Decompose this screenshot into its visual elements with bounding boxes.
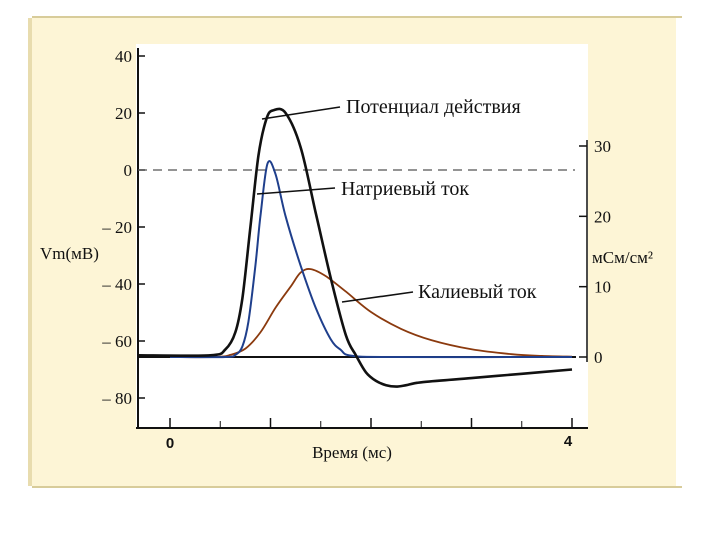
right-axis-tick-label: 10: [594, 278, 611, 297]
slide-bottom-rule: [32, 486, 682, 488]
callout-group: [256, 106, 414, 303]
left-axis-tick-label: – 80: [101, 389, 132, 408]
annotation-potassium-current: Калиевый ток: [418, 281, 537, 303]
series-group: [137, 107, 573, 388]
callout-line-sodium-current: [256, 187, 336, 195]
left-axis-tick-label: – 60: [101, 332, 132, 351]
right-axis-tick-label: 20: [594, 207, 611, 226]
x-axis-tick-label: 4: [564, 433, 573, 450]
left-axis-tick-label: 20: [115, 104, 132, 123]
left-axis-tick-label: – 20: [101, 218, 132, 237]
annotation-action-potential: Потенциал действия: [346, 96, 521, 118]
left-axis-tick-label: 40: [115, 47, 132, 66]
annotation-sodium-current: Натриевый ток: [341, 178, 469, 200]
sodium-current-line: [169, 160, 573, 359]
x-axis-label: Время (мс): [312, 443, 392, 462]
potassium-current-line: [169, 268, 573, 359]
action-potential-line: [137, 107, 573, 388]
slide-top-rule: [32, 16, 682, 18]
right-axis-tick-label: 0: [594, 348, 603, 367]
callout-line-potassium-current: [341, 291, 414, 303]
slide-side-accent: [28, 18, 32, 486]
left-axis-tick-label: – 40: [101, 275, 132, 294]
x-axis-tick-label: 0: [166, 435, 174, 452]
right-axis-label: мСм/см²: [592, 248, 653, 267]
callout-line-action-potential: [261, 106, 341, 120]
left-axis-tick-label: 0: [124, 161, 133, 180]
left-axis-label: Vm(мВ): [40, 244, 99, 263]
right-axis-tick-label: 30: [594, 137, 611, 156]
